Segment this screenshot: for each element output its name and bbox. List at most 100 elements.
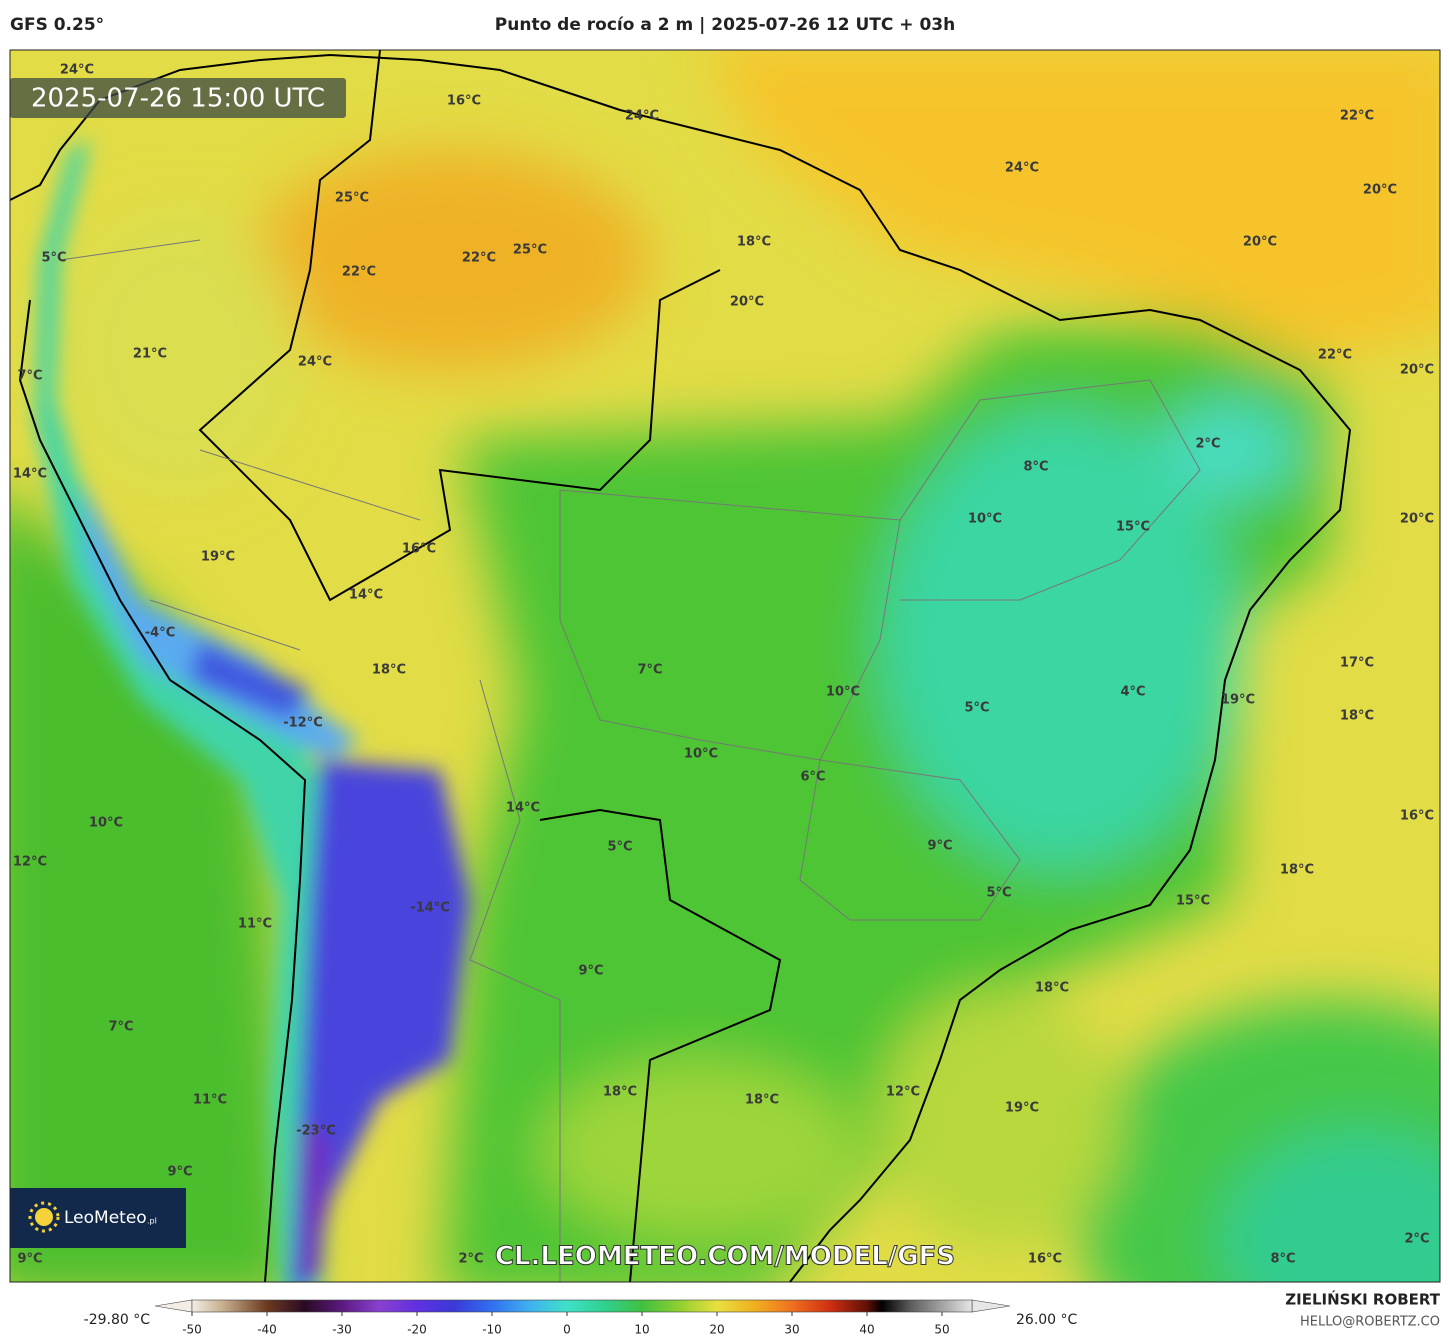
temperature-label: 20°C <box>1243 235 1277 250</box>
temperature-label: -14°C <box>410 901 450 916</box>
temperature-label: 12°C <box>13 855 47 870</box>
colorbar-tick-label: 50 <box>934 1323 949 1337</box>
temperature-label: 18°C <box>603 1085 637 1100</box>
map: 24°C 16°C 24°C 22°C 24°C 20°C 25°C 18°C 20°C 5°C 2… <box>10 50 1440 1282</box>
author: ZIELIŃSKI ROBERT <box>1285 1290 1440 1309</box>
temperature-label: 11°C <box>238 917 272 932</box>
temperature-label: 18°C <box>1035 981 1069 996</box>
temperature-label: 9°C <box>17 1252 42 1267</box>
temperature-label: 20°C <box>1400 363 1434 378</box>
temperature-label: -12°C <box>283 716 323 731</box>
temperature-label: 20°C <box>1363 183 1397 198</box>
temperature-label: 10°C <box>826 685 860 700</box>
temperature-label: 15°C <box>1116 520 1150 535</box>
temperature-label: 20°C <box>1400 512 1434 527</box>
temperature-label: 16°C <box>1400 809 1434 824</box>
colorbar-tick-label: -10 <box>482 1323 502 1337</box>
model-name: GFS 0.25° <box>10 15 104 35</box>
temperature-label: 18°C <box>745 1093 779 1108</box>
colorbar-tick-label: -50 <box>182 1323 202 1337</box>
colorbar-tick-label: -20 <box>407 1323 427 1337</box>
temperature-label: 10°C <box>89 816 123 831</box>
temperature-label: 8°C <box>1270 1252 1295 1267</box>
temperature-label: -4°C <box>145 626 175 641</box>
watermark: CL.LEOMETEO.COM/MODEL/GFS <box>495 1242 955 1272</box>
temperature-label: 17°C <box>1340 656 1374 671</box>
temperature-label: 7°C <box>108 1020 133 1035</box>
temperature-label: 6°C <box>800 770 825 785</box>
temperature-label: 18°C <box>1340 709 1374 724</box>
temperature-label: 24°C <box>625 109 659 124</box>
colorbar-bar <box>191 1299 973 1313</box>
temperature-label: 22°C <box>462 251 496 266</box>
temperature-label: 18°C <box>737 235 771 250</box>
temperature-label: 21°C <box>133 347 167 362</box>
temperature-label: 22°C <box>1340 109 1374 124</box>
colorbar-min: -29.80 °C <box>84 1312 151 1328</box>
temperature-label: 24°C <box>298 355 332 370</box>
temperature-label: 9°C <box>927 839 952 854</box>
temperature-label: 2°C <box>1404 1232 1429 1247</box>
map-labels: 24°C 16°C 24°C 22°C 24°C 20°C 25°C 18°C 20°C 5°C 2… <box>13 63 1434 1267</box>
temperature-label: 4°C <box>1120 685 1145 700</box>
temperature-label: 5°C <box>964 701 989 716</box>
colorbar-tick-label: 0 <box>563 1323 571 1337</box>
temperature-label: 11°C <box>193 1093 227 1108</box>
logo-name: LeoMeteo <box>64 1208 147 1228</box>
colorbar-tick-label: 40 <box>859 1323 874 1337</box>
map-frame <box>9 49 1441 1283</box>
colorbar-tick-label: -30 <box>332 1323 352 1337</box>
logo-suffix: .pl <box>147 1217 157 1226</box>
map-title: Punto de rocío a 2 m | 2025-07-26 12 UTC… <box>495 15 955 35</box>
colorbar-tick-label: 30 <box>784 1323 799 1337</box>
temperature-label: 16°C <box>447 94 481 109</box>
temperature-label: 22°C <box>342 265 376 280</box>
colorbar-tick-label: 20 <box>709 1323 724 1337</box>
temperature-label: 25°C <box>335 191 369 206</box>
temperature-label: 10°C <box>968 512 1002 527</box>
temperature-label: 9°C <box>578 964 603 979</box>
temperature-label: 16°C <box>1028 1252 1062 1267</box>
temperature-label: 15°C <box>1176 894 1210 909</box>
valid-time: 2025-07-26 15:00 UTC <box>31 84 325 114</box>
temperature-label: 19°C <box>201 550 235 565</box>
temperature-label: 14°C <box>13 467 47 482</box>
colorbar-high-end <box>971 1299 1011 1313</box>
temperature-label: 5°C <box>986 886 1011 901</box>
andes <box>35 140 470 1282</box>
borders <box>59 239 1201 1282</box>
temperature-label: 24°C <box>1005 161 1039 176</box>
temperature-label: 19°C <box>1221 693 1255 708</box>
temperature-label: 14°C <box>349 588 383 603</box>
temperature-label: 5°C <box>607 840 632 855</box>
valid-time-box <box>10 78 346 118</box>
temperature-label: 14°C <box>506 801 540 816</box>
temperature-label: 20°C <box>730 295 764 310</box>
colorbar-max: 26.00 °C <box>1016 1312 1078 1328</box>
temperature-label: 22°C <box>1318 348 1352 363</box>
colorbar-low-end <box>154 1299 193 1313</box>
colorbar: -50 -40 -30 -20 -10 0 10 20 30 40 50 <box>154 1299 1011 1337</box>
temperature-label: 16°C <box>402 542 436 557</box>
temperature-label: 12°C <box>886 1085 920 1100</box>
contact: HELLO@ROBERTZ.CO <box>1300 1315 1440 1330</box>
colorbar-tick-label: -40 <box>257 1323 277 1337</box>
temperature-label: 25°C <box>513 243 547 258</box>
field <box>10 50 1440 1282</box>
temperature-label: 9°C <box>167 1165 192 1180</box>
colorbar-tick-label: 10 <box>634 1323 649 1337</box>
temperature-label: 24°C <box>60 63 94 78</box>
temperature-label: 18°C <box>1280 863 1314 878</box>
temperature-label: 2°C <box>458 1252 483 1267</box>
temperature-label: 5°C <box>41 251 66 266</box>
temperature-label: 19°C <box>1005 1101 1039 1116</box>
temperature-label: 10°C <box>684 747 718 762</box>
temperature-label: -23°C <box>296 1124 336 1139</box>
logo-sun <box>28 1201 60 1233</box>
temperature-label: 8°C <box>1023 460 1048 475</box>
temperature-label: 18°C <box>372 663 406 678</box>
temperature-label: 7°C <box>637 663 662 678</box>
temperature-label: 2°C <box>1195 437 1220 452</box>
temperature-label: 7°C <box>17 369 42 384</box>
